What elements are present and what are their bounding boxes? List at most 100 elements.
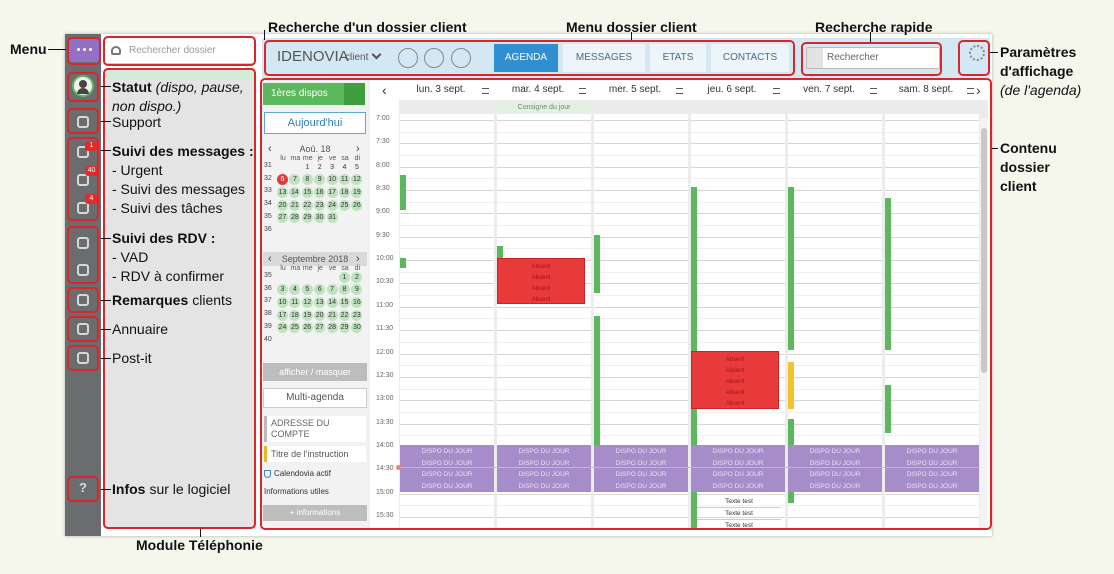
today-button[interactable]: Aujourd'hui <box>264 112 366 134</box>
calendar-day[interactable]: 10 <box>326 174 338 186</box>
calendar-day[interactable]: 10 <box>277 296 288 308</box>
calendar-day[interactable]: 9 <box>314 174 326 186</box>
calendar-day[interactable]: 31 <box>326 212 338 224</box>
day-header[interactable]: ven. 7 sept. <box>803 84 855 95</box>
calendar-day[interactable]: 29 <box>301 212 313 224</box>
calendar-day[interactable]: 5 <box>354 163 359 171</box>
calendar-day[interactable]: 13 <box>277 186 288 198</box>
status-icon[interactable] <box>72 75 94 97</box>
day-header[interactable]: sam. 8 sept. <box>898 84 954 95</box>
calendar-day[interactable]: 18 <box>339 186 350 198</box>
calendar-day[interactable]: 22 <box>339 309 350 321</box>
calendar-day[interactable]: 2 <box>317 163 322 171</box>
calendar-day[interactable]: 2 <box>351 271 363 283</box>
calendar-day[interactable]: 7 <box>326 284 338 296</box>
calendar-day[interactable]: 23 <box>314 199 326 211</box>
calendar-day[interactable]: 25 <box>289 322 301 334</box>
calendar-day[interactable]: 12 <box>351 174 363 186</box>
toggle-button[interactable]: afficher / masquer <box>263 363 367 381</box>
day-header[interactable]: mer. 5 sept. <box>608 84 662 95</box>
calendar-day[interactable]: 1 <box>339 271 350 283</box>
calendar-day[interactable]: 19 <box>351 186 363 198</box>
multi-agenda[interactable]: Multi-agenda <box>263 388 367 408</box>
calendar-day[interactable]: 4 <box>289 284 301 296</box>
day-header[interactable]: jeu. 6 sept. <box>707 84 757 95</box>
calendar-day[interactable]: 27 <box>277 212 288 224</box>
remarks-icon[interactable] <box>77 294 89 306</box>
rdv-icon[interactable] <box>77 264 89 276</box>
postit-icon[interactable] <box>77 352 89 364</box>
calendar-day[interactable]: 17 <box>277 309 288 321</box>
calendar-day[interactable]: 14 <box>326 296 338 308</box>
calendar-day[interactable]: 20 <box>314 309 326 321</box>
calendar-day[interactable]: 17 <box>326 186 338 198</box>
calendar-day[interactable]: 25 <box>339 199 350 211</box>
calendar-day[interactable]: 16 <box>351 296 363 308</box>
calendar-day[interactable]: 15 <box>339 296 350 308</box>
calendar-day[interactable]: 28 <box>289 212 301 224</box>
calendar-day[interactable]: 6 <box>277 174 288 186</box>
tab[interactable]: CONTACTS <box>711 44 789 72</box>
calendar-day[interactable]: 9 <box>351 284 363 296</box>
calendar-day[interactable]: 11 <box>289 296 301 308</box>
calendar-day[interactable]: 8 <box>339 284 350 296</box>
test-entry[interactable]: Texte test <box>697 520 781 528</box>
calendar-day[interactable]: 12 <box>301 296 313 308</box>
dispo-block[interactable]: DISPO DU JOUR DISPO DU JOUR DISPO DU JOUR D… <box>885 445 979 493</box>
calendar-day[interactable]: 3 <box>277 284 288 296</box>
dispo-block[interactable]: DISPO DU JOUR DISPO DU JOUR DISPO DU JOUR D… <box>788 445 882 493</box>
absence-block[interactable]: Absent Absent Absent Absent <box>497 257 585 304</box>
quick-search[interactable]: Rechercher <box>806 47 940 69</box>
calendar-day[interactable]: 28 <box>326 322 338 334</box>
calendar-day[interactable]: 1 <box>305 163 310 171</box>
calendar-day[interactable]: 27 <box>314 322 326 334</box>
tab[interactable]: AGENDA <box>494 44 558 72</box>
dispo-block[interactable]: DISPO DU JOUR DISPO DU JOUR DISPO DU JOUR D… <box>594 445 688 493</box>
absence-block[interactable]: Absent Absent Absent Absent Absent <box>691 351 779 410</box>
messages-icon[interactable] <box>77 174 89 186</box>
calendar-day[interactable]: 29 <box>339 322 350 334</box>
calendar-day[interactable]: 21 <box>289 199 301 211</box>
vad-icon[interactable] <box>77 237 89 249</box>
more-info[interactable]: + informations <box>263 505 367 521</box>
calendar-day[interactable]: 18 <box>289 309 301 321</box>
calendar-day[interactable]: 24 <box>277 322 288 334</box>
urgent-icon[interactable] <box>77 146 89 158</box>
calendar-day[interactable]: 7 <box>289 174 301 186</box>
calendar-day[interactable]: 19 <box>301 309 313 321</box>
calendar-day[interactable]: 8 <box>301 174 313 186</box>
tab[interactable]: ETATS <box>650 44 706 72</box>
menu-button[interactable] <box>69 38 99 62</box>
calendar-day[interactable]: 23 <box>351 309 363 321</box>
prev-week[interactable]: ‹ <box>382 82 387 98</box>
info-icon[interactable]: ? <box>79 480 87 495</box>
calendar-day[interactable]: 11 <box>339 174 350 186</box>
calendar-day[interactable]: 21 <box>326 309 338 321</box>
calendar-day[interactable]: 24 <box>326 199 338 211</box>
calendar-day[interactable]: 4 <box>342 163 347 171</box>
calendar-day[interactable]: 26 <box>301 322 313 334</box>
calendar-day[interactable]: 26 <box>351 199 363 211</box>
test-entry[interactable]: Texte test <box>697 508 781 520</box>
calendar-day[interactable]: 22 <box>301 199 313 211</box>
calendar-day[interactable]: 15 <box>301 186 313 198</box>
dispo-block[interactable]: DISPO DU JOUR DISPO DU JOUR DISPO DU JOUR D… <box>400 445 494 493</box>
calendar-day[interactable]: 6 <box>314 284 326 296</box>
calendar-prev[interactable]: ‹ <box>268 143 272 155</box>
calendar-next[interactable]: › <box>356 253 360 265</box>
calendar-day[interactable]: 5 <box>301 284 313 296</box>
dossier-search[interactable]: Rechercher dossier <box>104 37 255 64</box>
scroll-thumb[interactable] <box>981 128 987 373</box>
calendar-day[interactable]: 30 <box>351 322 363 334</box>
calendar-day[interactable]: 16 <box>314 186 326 198</box>
action-icon[interactable] <box>424 48 444 68</box>
action-icon[interactable] <box>398 48 418 68</box>
calendar-day[interactable]: 13 <box>314 296 326 308</box>
calendar-day[interactable]: 20 <box>277 199 288 211</box>
calendar-next[interactable]: › <box>356 143 360 155</box>
calendar-day[interactable]: 14 <box>289 186 301 198</box>
first-dispos[interactable]: 1ères dispos <box>263 83 365 105</box>
calendar-prev[interactable]: ‹ <box>268 253 272 265</box>
next-week[interactable]: › <box>976 82 981 98</box>
day-header[interactable]: lun. 3 sept. <box>416 84 466 95</box>
